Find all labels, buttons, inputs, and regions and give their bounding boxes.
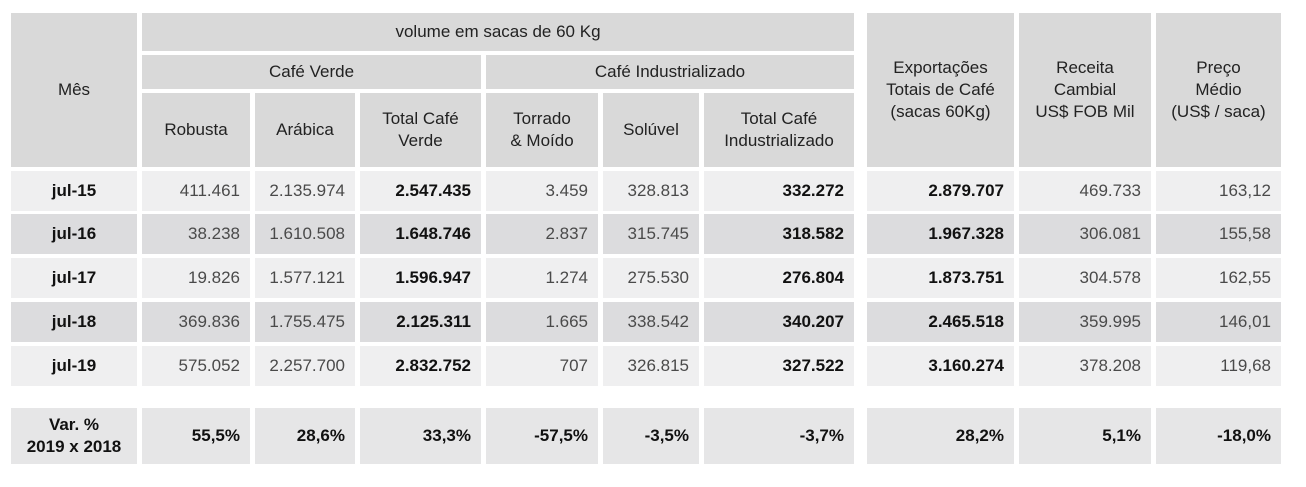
- variation-total-verde: 33,3%: [360, 408, 481, 464]
- table-cell-receita: 304.578: [1019, 258, 1151, 298]
- table-cell-export: 3.160.274: [867, 346, 1014, 386]
- row-month-label: jul-19: [11, 346, 137, 386]
- table-cell-total-ind: 318.582: [704, 214, 854, 254]
- table-cell-export: 2.879.707: [867, 171, 1014, 211]
- table-cell-total-verde: 2.547.435: [360, 171, 481, 211]
- table-cell-receita: 306.081: [1019, 214, 1151, 254]
- table-cell-receita: 359.995: [1019, 302, 1151, 342]
- header-exportacoes-totais: Exportações Totais de Café (sacas 60Kg): [867, 13, 1014, 167]
- table-cell-export: 1.873.751: [867, 258, 1014, 298]
- table-cell-robusta: 19.826: [142, 258, 250, 298]
- variation-label: Var. % 2019 x 2018: [11, 408, 137, 464]
- table-cell-robusta: 38.238: [142, 214, 250, 254]
- header-soluvel: Solúvel: [603, 93, 699, 167]
- table-cell-receita: 469.733: [1019, 171, 1151, 211]
- table-cell-receita: 378.208: [1019, 346, 1151, 386]
- table-cell-total-verde: 2.125.311: [360, 302, 481, 342]
- table-cell-preco: 162,55: [1156, 258, 1281, 298]
- header-cafe-verde: Café Verde: [142, 55, 481, 89]
- variation-export: 28,2%: [867, 408, 1014, 464]
- table-cell-robusta: 411.461: [142, 171, 250, 211]
- table-cell-arabica: 2.257.700: [255, 346, 355, 386]
- table-cell-total-ind: 340.207: [704, 302, 854, 342]
- table-cell-soluvel: 326.815: [603, 346, 699, 386]
- table-cell-export: 1.967.328: [867, 214, 1014, 254]
- header-arabica: Arábica: [255, 93, 355, 167]
- header-robusta: Robusta: [142, 93, 250, 167]
- variation-torrado: -57,5%: [486, 408, 598, 464]
- table-cell-torrado: 1.665: [486, 302, 598, 342]
- table-cell-torrado: 3.459: [486, 171, 598, 211]
- table-cell-arabica: 1.610.508: [255, 214, 355, 254]
- table-cell-total-ind: 276.804: [704, 258, 854, 298]
- table-cell-soluvel: 275.530: [603, 258, 699, 298]
- table-cell-total-verde: 2.832.752: [360, 346, 481, 386]
- row-month-label: jul-18: [11, 302, 137, 342]
- row-month-label: jul-17: [11, 258, 137, 298]
- header-preco-medio: Preço Médio (US$ / saca): [1156, 13, 1281, 167]
- header-total-cafe-verde: Total Café Verde: [360, 93, 481, 167]
- header-cafe-industrializado: Café Industrializado: [486, 55, 854, 89]
- row-month-label: jul-15: [11, 171, 137, 211]
- table-cell-soluvel: 315.745: [603, 214, 699, 254]
- table-cell-export: 2.465.518: [867, 302, 1014, 342]
- header-volume: volume em sacas de 60 Kg: [142, 13, 854, 51]
- table-cell-soluvel: 338.542: [603, 302, 699, 342]
- table-cell-torrado: 2.837: [486, 214, 598, 254]
- table-cell-torrado: 1.274: [486, 258, 598, 298]
- row-month-label: jul-16: [11, 214, 137, 254]
- table-cell-preco: 163,12: [1156, 171, 1281, 211]
- variation-receita: 5,1%: [1019, 408, 1151, 464]
- variation-preco: -18,0%: [1156, 408, 1281, 464]
- variation-robusta: 55,5%: [142, 408, 250, 464]
- table-cell-arabica: 1.577.121: [255, 258, 355, 298]
- table-cell-preco: 146,01: [1156, 302, 1281, 342]
- table-cell-preco: 119,68: [1156, 346, 1281, 386]
- variation-arabica: 28,6%: [255, 408, 355, 464]
- header-torrado-moido: Torrado & Moído: [486, 93, 598, 167]
- table-cell-total-ind: 332.272: [704, 171, 854, 211]
- table-cell-preco: 155,58: [1156, 214, 1281, 254]
- header-receita-cambial: Receita Cambial US$ FOB Mil: [1019, 13, 1151, 167]
- table-cell-robusta: 369.836: [142, 302, 250, 342]
- table-cell-arabica: 1.755.475: [255, 302, 355, 342]
- header-total-cafe-industrializado: Total Café Industrializado: [704, 93, 854, 167]
- table-cell-total-verde: 1.596.947: [360, 258, 481, 298]
- table-cell-soluvel: 328.813: [603, 171, 699, 211]
- variation-soluvel: -3,5%: [603, 408, 699, 464]
- table-cell-total-ind: 327.522: [704, 346, 854, 386]
- table-cell-arabica: 2.135.974: [255, 171, 355, 211]
- variation-total-ind: -3,7%: [704, 408, 854, 464]
- table-cell-robusta: 575.052: [142, 346, 250, 386]
- table-cell-torrado: 707: [486, 346, 598, 386]
- table-cell-total-verde: 1.648.746: [360, 214, 481, 254]
- header-month: Mês: [11, 13, 137, 167]
